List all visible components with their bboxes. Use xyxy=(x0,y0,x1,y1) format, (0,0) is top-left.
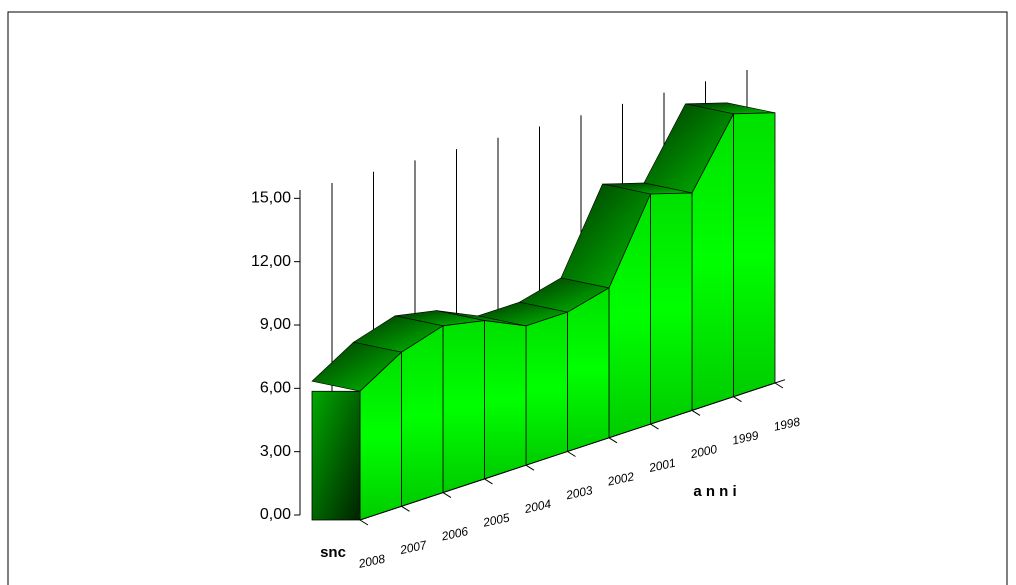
area-side xyxy=(484,320,527,480)
area-side xyxy=(525,311,568,466)
x-tick xyxy=(733,396,742,403)
area-side xyxy=(733,112,776,398)
x-tick xyxy=(608,437,618,444)
x-tick xyxy=(567,451,576,457)
y-tick-label: 0,00 xyxy=(260,506,291,523)
x-tick xyxy=(401,505,410,512)
x-tick xyxy=(442,492,452,499)
y-tick-label: 15,00 xyxy=(251,190,291,207)
y-tick-label: 9,00 xyxy=(260,316,291,333)
area-side xyxy=(442,320,485,494)
x-tick xyxy=(650,423,659,430)
x-tick xyxy=(774,382,784,389)
frame xyxy=(7,11,1008,585)
x-tick-label: 2003 xyxy=(564,483,594,503)
x-tick-label: 1998 xyxy=(772,415,801,434)
x-tick-label: 2004 xyxy=(522,497,552,517)
x-axis-title: a n n i xyxy=(693,483,736,500)
area-cap xyxy=(311,390,361,521)
y-tick-label: 12,00 xyxy=(251,253,291,270)
x-axis xyxy=(359,379,786,521)
y-tick-label: 3,00 xyxy=(260,443,291,460)
x-tick xyxy=(359,519,369,526)
x-tick-label: 2000 xyxy=(688,442,718,462)
x-tick xyxy=(484,478,493,485)
area-side xyxy=(567,287,610,453)
area-side xyxy=(650,192,693,425)
x-tick-label: 2001 xyxy=(647,456,677,475)
area-side xyxy=(401,325,444,507)
x-tick-label: 1999 xyxy=(731,428,760,447)
x-tick-label: 2008 xyxy=(356,552,386,572)
x-tick xyxy=(525,464,535,471)
x-tick-label: 2005 xyxy=(481,510,511,530)
y-tick-label: 6,00 xyxy=(260,380,291,397)
x-tick-label: 2006 xyxy=(439,524,469,544)
series-label: snc xyxy=(320,544,346,561)
x-tick-label: 2002 xyxy=(605,469,635,489)
x-tick xyxy=(691,409,701,416)
x-tick-label: 2007 xyxy=(398,538,429,558)
